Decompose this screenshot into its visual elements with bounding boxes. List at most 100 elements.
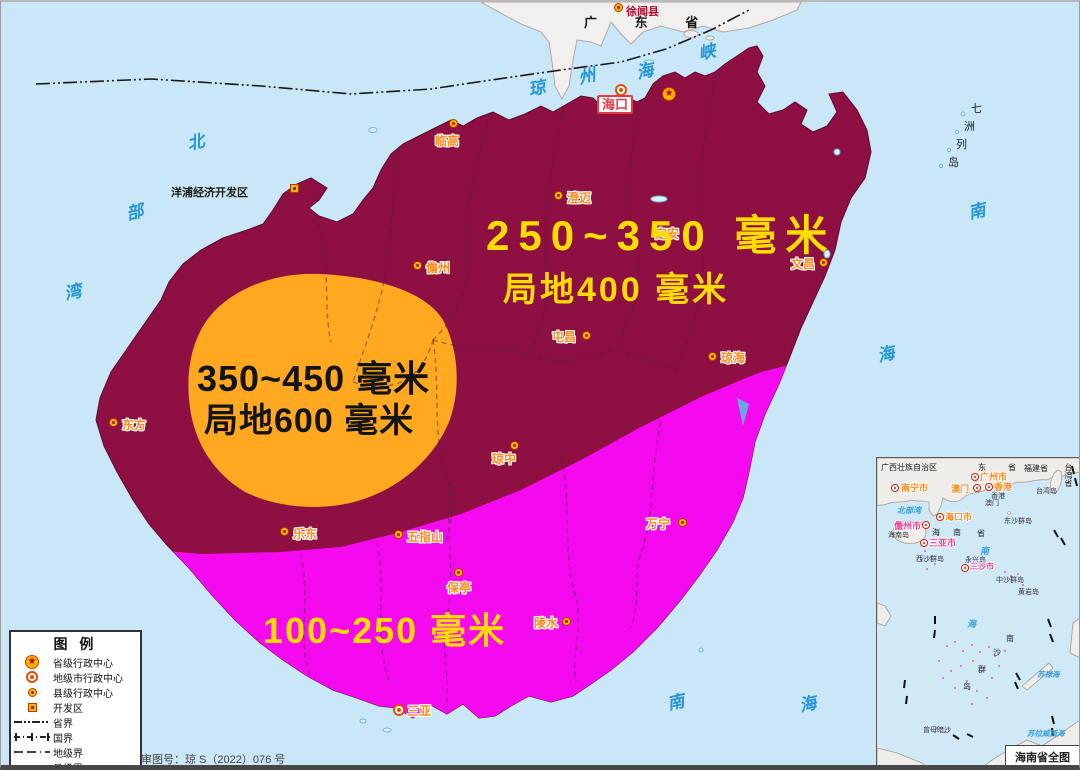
- province-boundary-line: [35, 9, 750, 95]
- legend-item-label: 地级界: [53, 748, 83, 760]
- inset-nanning-marker-icon: [891, 484, 899, 492]
- inset-label-yongxing: 永兴岛: [965, 557, 986, 564]
- city-label-dongfang: 东方: [122, 418, 147, 432]
- inset-malay-coast: [877, 747, 926, 765]
- lingao-marker-icon: [449, 119, 458, 128]
- city-label-dingan: 定安: [655, 227, 680, 241]
- inset-label-xisha: 西沙群岛: [916, 556, 944, 563]
- legend-county-line-icon: [14, 763, 50, 770]
- inset-label-hainan-province: 省: [977, 529, 985, 538]
- baoting-marker-icon: [454, 568, 463, 577]
- legend-national-line-icon: [14, 733, 50, 741]
- inset-label-sanya: 三亚市: [929, 538, 957, 548]
- inset-label-macau: 澳门: [951, 484, 970, 494]
- inset-hongkong-marker-icon: [985, 483, 993, 491]
- city-label-ledong: 乐东: [293, 527, 318, 541]
- city-label-baoting: 保亭: [447, 581, 472, 595]
- inset-title: 海南省全图: [1005, 745, 1079, 765]
- inset-label-south-sea: 海: [967, 619, 977, 629]
- inset-label-fujian: 福建省: [1024, 464, 1048, 473]
- inset-sanya-marker-icon: [920, 539, 928, 547]
- legend-item-label: 地级市行政中心: [53, 673, 123, 685]
- inset-label-sulawesi-sea: 苏拉威西海: [1027, 729, 1065, 738]
- inset-label-nansha: 岛: [963, 682, 971, 691]
- dongfang-marker-icon: [109, 418, 118, 427]
- inset-label-guangzhou: 广州市: [980, 472, 1008, 482]
- inset-label-beibu-gulf: 北部湾: [897, 506, 921, 515]
- rain-label-center-main: 350~450 毫米: [197, 358, 431, 399]
- inset-map-hainan-full: 广西壮族自治区 东 省 福建省 台湾省 南宁市 广州市 澳门 香港 香港 澳门 …: [876, 457, 1079, 765]
- inset-label-hongkong: 香港: [994, 482, 1013, 492]
- inset-label-huangyan: 黄岩岛: [1018, 589, 1039, 596]
- legend-item-label: 县级行政中心: [53, 688, 113, 700]
- city-label-wanning: 万宁: [646, 517, 671, 531]
- inset-label-hainan-province: 海: [932, 528, 940, 537]
- inset-label-sulu-sea: 苏禄海: [1037, 670, 1060, 679]
- inset-danzhou-marker-icon: [922, 521, 930, 529]
- xuwen-county-marker-icon: [614, 3, 623, 12]
- inset-philippines: [1069, 618, 1079, 658]
- inset-label-zhongsha: 中沙群岛: [996, 577, 1024, 584]
- rain-label-north-local: 局地400 毫米: [503, 271, 730, 309]
- city-label-tunchang: 屯昌: [552, 330, 577, 344]
- inset-nine-dash-line: [903, 465, 1078, 740]
- sanya-prefecture-marker-icon: [393, 704, 405, 716]
- lingshui-marker-icon: [562, 617, 571, 626]
- legend-county-center-icon: [27, 687, 37, 697]
- inset-island-dots: [920, 550, 1024, 733]
- inset-label-nanning: 南宁市: [901, 483, 929, 493]
- county-boundaries: [300, 73, 718, 709]
- city-label-lingao: 临高: [435, 134, 460, 148]
- rain-label-south-main: 100~250 毫米: [263, 610, 507, 651]
- inset-label-guangxi: 广西壮族自治区: [881, 463, 937, 472]
- map-approval-number: 审图号：琼 S（2022）076 号: [141, 754, 286, 766]
- qizhou-islands-label: 洲: [964, 121, 975, 133]
- inset-label-guangdong: 省: [1008, 463, 1016, 472]
- yangpu-devzone-label: 洋浦经济开发区: [171, 187, 248, 199]
- inset-taiwan-island: [1049, 469, 1063, 495]
- inset-haikou-marker-icon: [936, 513, 944, 521]
- wuzhishan-marker-icon: [394, 530, 403, 539]
- inset-label-hongkong-small: 香港: [991, 493, 1005, 500]
- qizhou-islands-label: 七: [971, 103, 982, 115]
- city-label-danzhou: 儋州: [426, 261, 451, 275]
- inset-label-zengmu: 曾母暗沙: [923, 727, 951, 734]
- wenchang-marker-icon: [819, 258, 828, 267]
- qizhou-islands-label: 列: [956, 139, 967, 151]
- inset-label-macau-small: 澳门: [985, 500, 999, 507]
- legend-item-label: 国界: [53, 733, 73, 745]
- inset-label-nansha: 南: [1006, 634, 1014, 643]
- inset-label-nansha: 沙: [993, 648, 1001, 657]
- inset-label-nansha: 群: [978, 665, 986, 674]
- inset-sansha-marker-icon: [961, 564, 969, 572]
- legend-item-label: 省级行政中心: [53, 658, 113, 670]
- legend-item-label: 县级界: [53, 763, 83, 770]
- guangdong-land: [480, 2, 802, 101]
- inset-label-danzhou: 儋州市: [894, 521, 922, 531]
- east-bay: [737, 398, 749, 426]
- inset-label-south-sea: 南: [980, 546, 990, 556]
- inset-palawan: [1021, 662, 1054, 691]
- inset-label-taiwan-island: 台湾岛: [1036, 488, 1057, 495]
- wanning-marker-icon: [678, 518, 687, 527]
- legend-item-label: 省界: [53, 718, 73, 730]
- zone-350-450-region: [188, 273, 457, 507]
- inset-macau-marker-icon: [973, 484, 981, 492]
- strait-islet: [683, 30, 699, 38]
- inset-basemap: [877, 458, 1079, 765]
- strait-islet: [705, 35, 715, 41]
- city-label-qionghai: 琼海: [721, 351, 746, 365]
- inset-label-hainan-island: 海南岛: [888, 532, 909, 539]
- provincial-capital-star-icon: [662, 87, 676, 101]
- inset-hainan-island: [892, 520, 927, 544]
- xuwen-county-label: 徐闻县: [626, 6, 659, 18]
- city-label-haikou: 海口: [597, 95, 634, 114]
- ledong-marker-icon: [280, 527, 289, 536]
- tunchang-marker-icon: [582, 331, 591, 340]
- legend-province-line-icon: [14, 721, 50, 723]
- small-islands: [359, 59, 966, 733]
- city-label-qiongzhong: 琼中: [492, 452, 517, 466]
- city-label-sanya: 三亚: [407, 704, 432, 718]
- city-label-lingshui: 陵水: [534, 616, 559, 630]
